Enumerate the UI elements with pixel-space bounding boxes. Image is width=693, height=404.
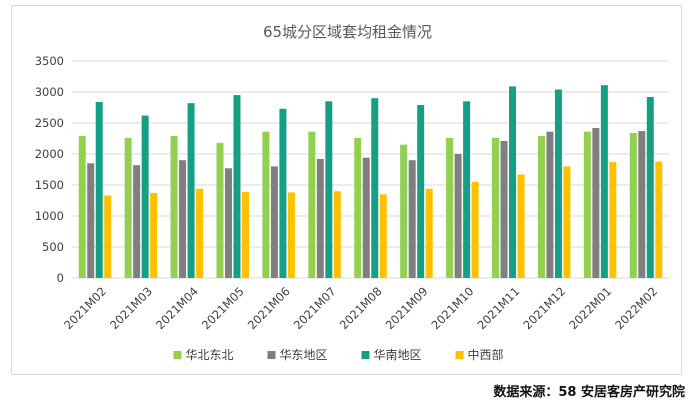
bar [408,160,416,278]
y-tick-label: 3000 [35,85,64,99]
y-tick-label: 2500 [35,116,64,130]
bar [509,86,517,278]
legend-swatch [361,351,370,359]
x-tick-label: 2021M10 [429,284,477,332]
x-tick-label: 2022M01 [566,284,614,332]
x-tick-label: 2021M12 [520,284,568,332]
bar [170,136,178,278]
legend: 华北东北 华东地区 华南地区 中西部 [173,347,504,362]
x-axis-ticks: 2021M022021M032021M042021M052021M062021M… [61,284,660,332]
y-tick-label: 500 [42,240,64,254]
bar [196,188,204,278]
bar [287,192,295,278]
legend-swatch [173,351,182,359]
legend-label: 中西部 [468,347,504,362]
legend-label: 华北东北 [186,348,234,362]
y-tick-label: 3500 [35,54,64,68]
bar [371,98,379,278]
bar [95,101,103,278]
y-axis-ticks: 0 500 1000 1500 2000 2500 3000 3500 [35,54,64,285]
bar [592,127,600,279]
legend-swatch [455,351,464,359]
y-tick-label: 1000 [35,209,64,223]
bar [270,166,278,278]
bar [500,140,508,278]
x-tick-label: 2021M06 [245,284,293,332]
bar [150,193,158,278]
bar [379,194,387,278]
bars [78,85,663,279]
bar [104,195,112,278]
bar [325,101,333,278]
x-tick-label: 2021M04 [153,284,201,332]
y-tick-label: 2000 [35,147,64,161]
bar [241,191,249,278]
bar [333,191,341,278]
bar [609,162,617,278]
bar [78,136,86,278]
bar [279,108,287,279]
bar [446,137,454,278]
bar [646,96,654,279]
bar [629,132,637,278]
y-tick-label: 0 [57,271,64,285]
bar [517,174,525,278]
y-tick-label: 1500 [35,178,64,192]
source-note: 数据来源：58 安居客房产研究院 [493,385,685,400]
bar [87,163,95,278]
x-tick-label: 2021M08 [337,284,385,332]
bar [262,131,270,278]
bar [655,161,663,278]
x-tick-label: 2021M03 [107,284,155,332]
bar [563,166,571,278]
bar [638,131,646,278]
legend-swatch [267,351,276,359]
legend-label: 华东地区 [280,348,328,362]
bar [187,103,195,278]
chart-title: 65城分区域套均租金情况 [263,23,432,41]
x-tick-label: 2021M11 [474,284,522,332]
x-tick-label: 2021M07 [291,284,339,332]
bar [454,154,462,278]
x-tick-label: 2022M02 [612,284,660,332]
x-tick-label: 2021M09 [383,284,431,332]
legend-label: 华南地区 [374,347,422,362]
bar [216,142,224,278]
bar [463,101,471,278]
chart-frame: 65城分区域套均租金情况 0 500 1000 1500 2000 2500 3000 350… [11,5,682,375]
bar [233,95,241,278]
bar [124,137,132,278]
x-tick-label: 2021M02 [61,284,109,332]
bar [537,136,545,278]
bar [546,131,554,278]
bar [583,131,591,278]
bar [316,158,324,278]
bar [308,131,316,278]
chart-svg: 65城分区域套均租金情况 0 500 1000 1500 2000 2500 3000 350… [35,23,669,362]
bar [425,188,433,278]
bar [354,137,362,278]
bar [400,144,408,278]
bar [554,89,562,279]
bar [492,137,500,278]
bar [141,115,149,278]
x-tick-label: 2021M05 [199,284,247,332]
bar [471,181,479,278]
gridlines [72,60,669,279]
bar [224,168,232,278]
bar [133,165,141,278]
bar [179,160,187,278]
bar [362,157,370,278]
bar [600,85,608,279]
bar [417,105,425,279]
